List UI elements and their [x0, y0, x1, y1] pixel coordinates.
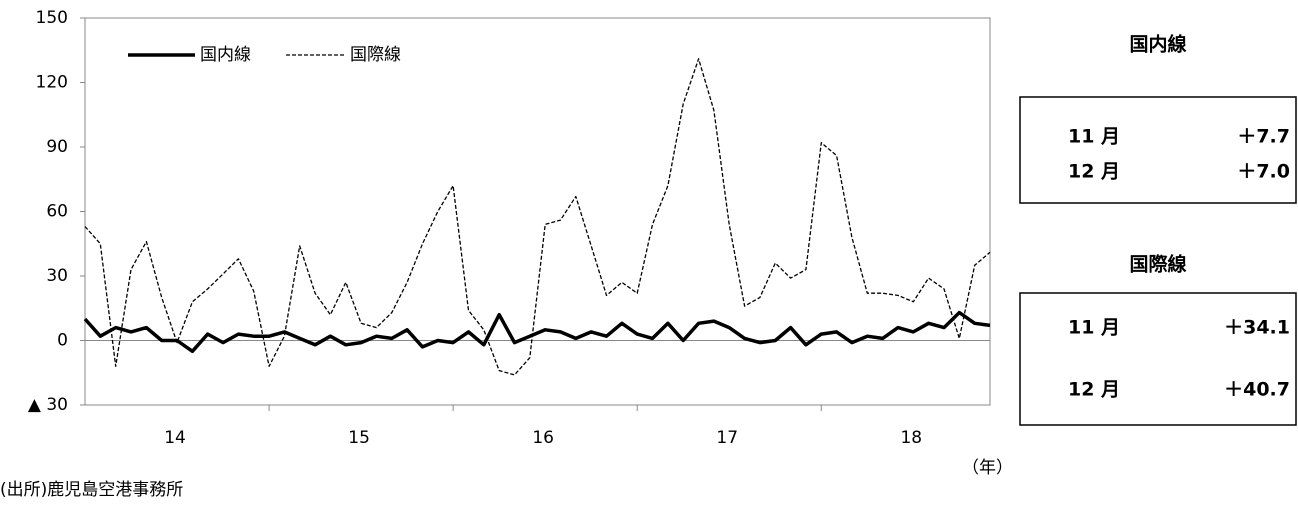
- panel-value: ＋34.1: [1224, 317, 1290, 339]
- panel-title: 国際線: [1129, 253, 1186, 276]
- panel-month: 12 月: [1068, 161, 1120, 183]
- y-tick-label: 0: [57, 331, 68, 351]
- panel-box: [1019, 96, 1297, 204]
- series-line: [83, 310, 991, 354]
- legend-label: 国際線: [350, 45, 401, 65]
- y-tick-label: 150: [36, 8, 68, 28]
- panel-month: 12 月: [1068, 379, 1120, 401]
- x-tick-label: 16: [532, 428, 554, 448]
- y-tick-label: ▲ 30: [28, 395, 68, 415]
- y-tick-label: 30: [46, 266, 68, 286]
- x-tick-label: 15: [348, 428, 370, 448]
- legend-label: 国内線: [200, 45, 251, 65]
- plot-frame: [84, 17, 991, 406]
- source-note: (出所)鹿児島空港事務所: [0, 480, 183, 500]
- y-tick-label: 60: [46, 202, 68, 222]
- panel-title: 国内線: [1129, 33, 1186, 56]
- x-tick-label: 14: [164, 428, 186, 448]
- series-line: [84, 58, 991, 376]
- panel-value: ＋7.0: [1237, 161, 1290, 183]
- panel-value: ＋40.7: [1224, 379, 1290, 401]
- panel-value: ＋7.7: [1237, 126, 1290, 148]
- panel-month: 11 月: [1068, 126, 1120, 148]
- x-tick-label: 18: [900, 428, 922, 448]
- x-unit-label: （年）: [962, 458, 1013, 478]
- x-tick-label: 17: [716, 428, 738, 448]
- y-tick-label: 90: [46, 137, 68, 157]
- panel-box: [1019, 292, 1297, 426]
- y-tick-label: 120: [36, 73, 68, 93]
- panel-month: 11 月: [1068, 317, 1120, 339]
